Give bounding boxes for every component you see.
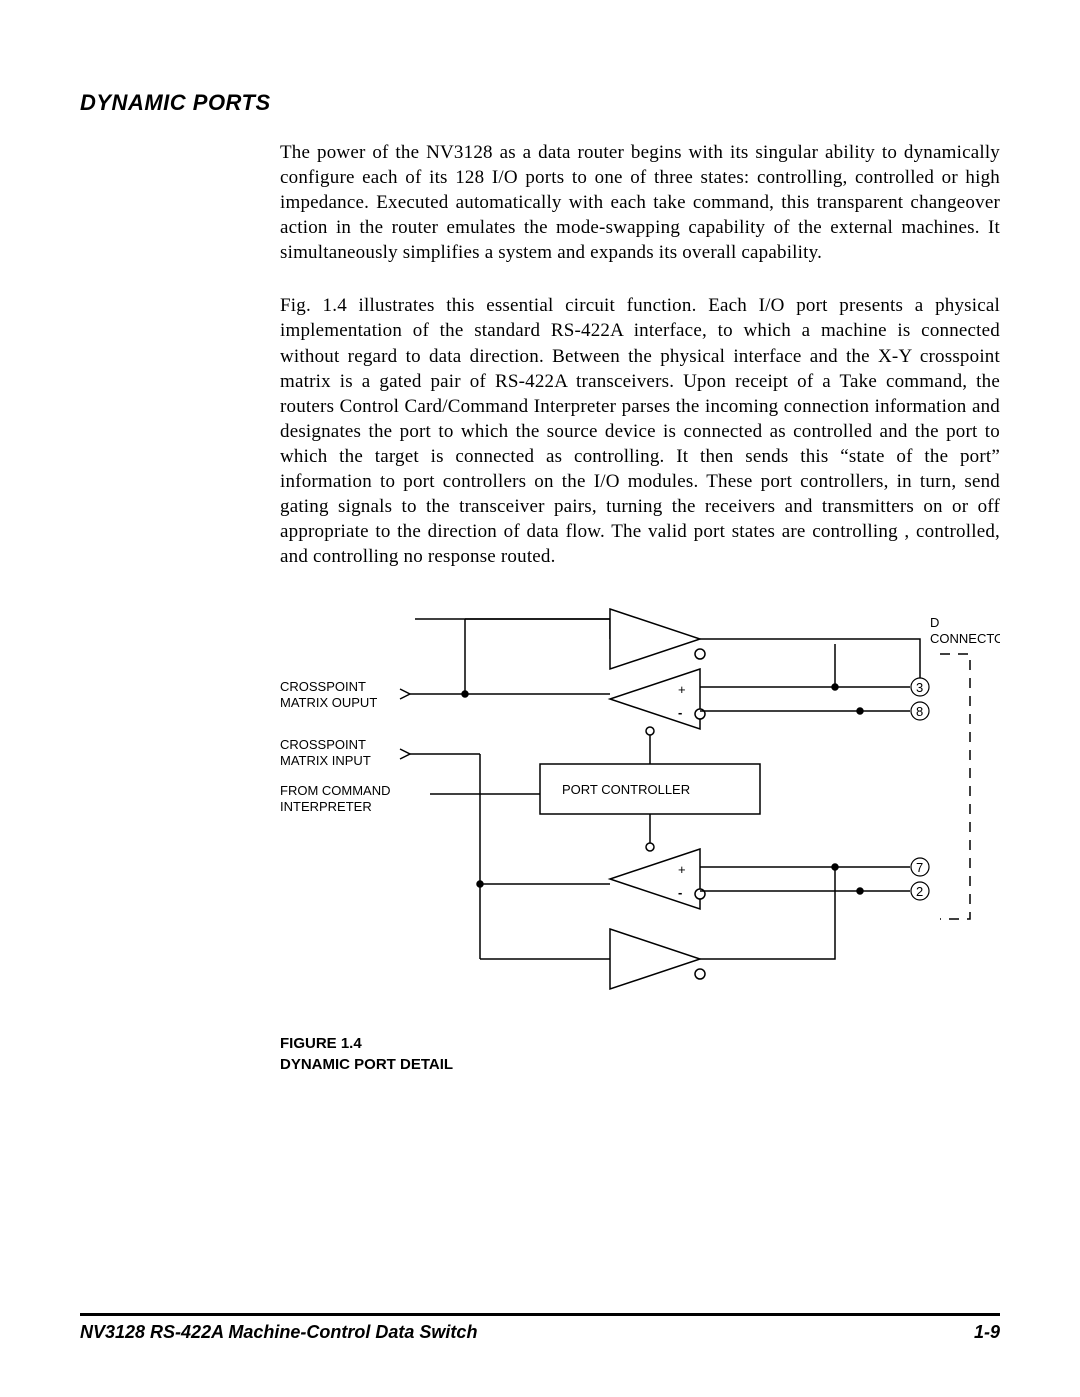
d-connector-label-2: CONNECTOR (930, 631, 1000, 646)
crosspoint-input-label-2: MATRIX INPUT (280, 753, 371, 768)
footer-title: NV3128 RS-422A Machine-Control Data Swit… (80, 1322, 477, 1343)
paragraph-1: The power of the NV3128 as a data router… (280, 140, 1000, 265)
paragraph-2: Fig. 1.4 illustrates this essential circ… (280, 293, 1000, 569)
pin-2-label: 2 (916, 884, 923, 899)
pin-3-label: 3 (916, 680, 923, 695)
d-connector-label-1: D (930, 615, 939, 630)
minus-icon: - (678, 705, 682, 720)
pin-7-label: 7 (916, 860, 923, 875)
page-footer: NV3128 RS-422A Machine-Control Data Swit… (80, 1313, 1000, 1343)
figure-caption: FIGURE 1.4 DYNAMIC PORT DETAIL (280, 1034, 1000, 1075)
figure-caption-line-1: FIGURE 1.4 (280, 1034, 1000, 1054)
minus-icon-2: - (678, 885, 682, 900)
plus-icon: + (678, 682, 686, 697)
pin-8-label: 8 (916, 704, 923, 719)
crosspoint-input-label-1: CROSSPOINT (280, 737, 366, 752)
port-controller-label: PORT CONTROLLER (562, 782, 690, 797)
plus-icon-2: + (678, 862, 686, 877)
figure-1-4: + - 3 8 (280, 599, 1000, 1075)
crosspoint-output-label-1: CROSSPOINT (280, 679, 366, 694)
page-number: 1-9 (974, 1322, 1000, 1343)
figure-caption-line-2: DYNAMIC PORT DETAIL (280, 1055, 1000, 1075)
dynamic-port-diagram: + - 3 8 (280, 599, 1000, 1029)
footer-rule (80, 1313, 1000, 1316)
page: DYNAMIC PORTS The power of the NV3128 as… (0, 0, 1080, 1397)
body-column: The power of the NV3128 as a data router… (280, 140, 1000, 569)
crosspoint-output-label-2: MATRIX OUPUT (280, 695, 377, 710)
from-command-label-1: FROM COMMAND (280, 783, 391, 798)
from-command-label-2: INTERPRETER (280, 799, 372, 814)
section-title: DYNAMIC PORTS (80, 90, 1000, 116)
